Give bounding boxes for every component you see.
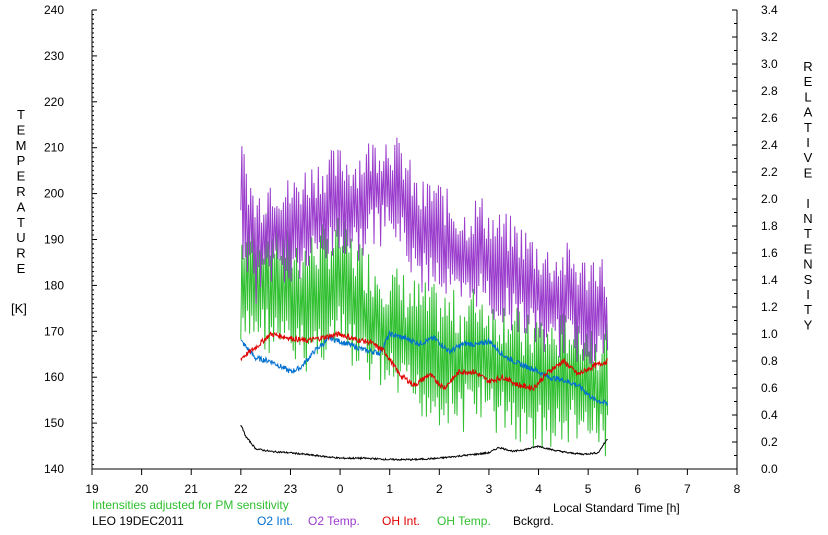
left-tick-label: 230: [44, 49, 64, 63]
right-axis-title-letter: T: [804, 226, 812, 241]
series-line-bckgrd: [240, 424, 608, 462]
left-tick-label: 140: [44, 462, 64, 476]
right-axis-title-letter: I: [806, 196, 810, 211]
right-axis-title-letter: A: [804, 105, 813, 120]
x-tick-label: 23: [284, 482, 298, 496]
right-axis-title-letter: I: [806, 135, 810, 150]
x-tick-label: 20: [135, 482, 149, 496]
x-tick-label: 8: [734, 482, 741, 496]
right-tick-label: 2.0: [761, 192, 778, 206]
legend-entry-bckgrd: Bckgrd.: [513, 514, 554, 528]
right-tick-label: 0.2: [761, 435, 778, 449]
left-axis-title-letter: T: [17, 107, 25, 122]
right-tick-label: 2.6: [761, 111, 778, 125]
right-tick-label: 0.6: [761, 381, 778, 395]
right-axis-title-letter: V: [804, 150, 813, 165]
series-group: [240, 137, 609, 462]
right-axis-title-letter: I: [806, 287, 810, 302]
intensity-note: Intensities adjusted for PM sensitivity: [92, 498, 289, 512]
series-line-o2-int: [240, 329, 609, 407]
left-axis-title-letter: R: [16, 246, 25, 261]
right-axis-title-letter: E: [804, 165, 813, 180]
left-tick-label: 220: [44, 95, 64, 109]
x-tick-label: 3: [486, 482, 493, 496]
left-axis-title-letter: A: [17, 199, 26, 214]
right-tick-label: 2.2: [761, 165, 778, 179]
left-axis-unit: [K]: [11, 301, 27, 316]
x-tick-label: 7: [684, 482, 691, 496]
right-axis-title-letter: E: [804, 241, 813, 256]
left-axis-title-letter: E: [17, 169, 26, 184]
ticks-group: 2402302202102001901801701601501403.43.23…: [44, 3, 778, 496]
left-tick-label: 190: [44, 233, 64, 247]
series-line-o2-temp: [240, 137, 609, 364]
right-tick-label: 1.8: [761, 219, 778, 233]
right-tick-label: 1.4: [761, 273, 778, 287]
right-tick-label: 1.0: [761, 327, 778, 341]
axes-group: [91, 10, 738, 470]
x-tick-label: 4: [535, 482, 542, 496]
x-tick-label: 22: [234, 482, 248, 496]
right-axis-title-letter: S: [804, 272, 813, 287]
right-axis-title-letter: R: [803, 59, 812, 74]
x-tick-label: 5: [585, 482, 592, 496]
x-tick-label: 21: [185, 482, 199, 496]
right-axis-title-letter: E: [804, 74, 813, 89]
legend-entry-oh-temp: OH Temp.: [437, 514, 491, 528]
x-tick-label: 1: [386, 482, 393, 496]
x-tick-label: 2: [436, 482, 443, 496]
legend-entry-o2-int: O2 Int.: [257, 514, 293, 528]
series-line-oh-temp: [240, 213, 609, 457]
right-tick-label: 3.0: [761, 57, 778, 71]
right-tick-label: 3.2: [761, 30, 778, 44]
left-axis-title-letter: P: [17, 153, 26, 168]
right-axis-title-letter: T: [804, 302, 812, 317]
right-tick-label: 1.6: [761, 246, 778, 260]
right-tick-label: 0.8: [761, 354, 778, 368]
left-tick-label: 180: [44, 278, 64, 292]
x-axis-title: Local Standard Time [h]: [553, 501, 680, 515]
x-tick-label: 6: [634, 482, 641, 496]
right-axis-title-letter: Y: [804, 317, 813, 332]
right-tick-label: 2.8: [761, 84, 778, 98]
labels-group: [K] Local Standard Time [h] Intensities …: [11, 59, 813, 528]
right-tick-label: 0.4: [761, 408, 778, 422]
legend-entry-oh-int: OH Int.: [382, 514, 420, 528]
left-axis-title-letter: U: [16, 230, 25, 245]
left-axis-title-letter: E: [17, 261, 26, 276]
x-tick-label: 0: [337, 482, 344, 496]
left-tick-label: 160: [44, 370, 64, 384]
right-tick-label: 2.4: [761, 138, 778, 152]
left-tick-label: 200: [44, 187, 64, 201]
right-axis-title-letter: N: [803, 257, 812, 272]
right-tick-label: 3.4: [761, 3, 778, 17]
right-tick-label: 1.2: [761, 300, 778, 314]
legend-entry-o2-temp: O2 Temp.: [308, 514, 360, 528]
station-label: LEO 19DEC2011: [92, 514, 184, 528]
left-axis-title-letter: M: [16, 138, 27, 153]
legend: O2 Int. O2 Temp. OH Int. OH Temp. Bckgrd.: [257, 514, 554, 528]
left-axis-title-letter: T: [17, 215, 25, 230]
right-axis-title-letter: L: [804, 89, 811, 104]
x-tick-label: 19: [85, 482, 99, 496]
left-tick-label: 170: [44, 324, 64, 338]
right-tick-label: 0.0: [761, 462, 778, 476]
right-axis-title-letter: N: [803, 211, 812, 226]
left-tick-label: 210: [44, 141, 64, 155]
left-tick-label: 240: [44, 3, 64, 17]
right-axis-title-letter: T: [804, 120, 812, 135]
series-line-oh-int: [240, 330, 608, 392]
left-axis-title-letter: R: [16, 184, 25, 199]
left-axis-title-letter: E: [17, 122, 26, 137]
left-tick-label: 150: [44, 416, 64, 430]
